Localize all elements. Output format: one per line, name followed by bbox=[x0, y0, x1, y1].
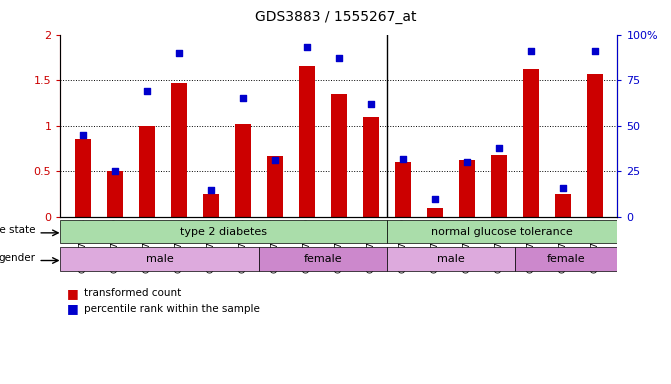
Text: ■: ■ bbox=[67, 302, 79, 315]
Bar bbox=[203, 194, 219, 217]
Point bbox=[109, 168, 120, 174]
Point bbox=[238, 95, 248, 101]
Point bbox=[397, 156, 408, 162]
Bar bbox=[459, 159, 475, 217]
Bar bbox=[60, 247, 259, 271]
Bar bbox=[555, 194, 571, 217]
Text: female: female bbox=[303, 254, 342, 264]
Text: normal glucose tolerance: normal glucose tolerance bbox=[431, 227, 573, 237]
Text: ■: ■ bbox=[67, 287, 79, 300]
Text: disease state: disease state bbox=[0, 225, 35, 235]
Bar bbox=[74, 139, 91, 217]
Text: transformed count: transformed count bbox=[84, 288, 181, 298]
Point bbox=[590, 48, 601, 54]
Bar bbox=[60, 220, 387, 243]
Bar bbox=[395, 162, 411, 217]
Text: male: male bbox=[437, 254, 465, 264]
Text: female: female bbox=[547, 254, 585, 264]
Point bbox=[270, 157, 280, 164]
Bar bbox=[427, 208, 443, 217]
Bar bbox=[587, 74, 603, 217]
Bar bbox=[107, 171, 123, 217]
Point bbox=[173, 50, 184, 56]
Bar bbox=[139, 126, 155, 217]
Text: percentile rank within the sample: percentile rank within the sample bbox=[84, 304, 260, 314]
Text: gender: gender bbox=[0, 253, 35, 263]
Bar bbox=[523, 69, 539, 217]
Bar bbox=[171, 83, 187, 217]
Point bbox=[366, 101, 376, 107]
Bar bbox=[363, 117, 379, 217]
Point bbox=[494, 145, 505, 151]
Bar bbox=[267, 156, 283, 217]
Point bbox=[558, 185, 568, 191]
Point bbox=[429, 196, 440, 202]
Text: GDS3883 / 1555267_at: GDS3883 / 1555267_at bbox=[255, 10, 416, 23]
Bar bbox=[491, 155, 507, 217]
Text: male: male bbox=[146, 254, 174, 264]
Bar bbox=[515, 247, 617, 271]
Bar bbox=[387, 220, 617, 243]
Point bbox=[333, 55, 344, 61]
Bar bbox=[387, 247, 515, 271]
Text: type 2 diabetes: type 2 diabetes bbox=[180, 227, 267, 237]
Bar bbox=[331, 94, 347, 217]
Point bbox=[205, 187, 216, 193]
Point bbox=[77, 132, 88, 138]
Bar bbox=[299, 66, 315, 217]
Point bbox=[462, 159, 472, 166]
Point bbox=[142, 88, 152, 94]
Point bbox=[301, 44, 312, 50]
Bar bbox=[235, 124, 251, 217]
Point bbox=[525, 48, 536, 54]
Bar bbox=[259, 247, 387, 271]
